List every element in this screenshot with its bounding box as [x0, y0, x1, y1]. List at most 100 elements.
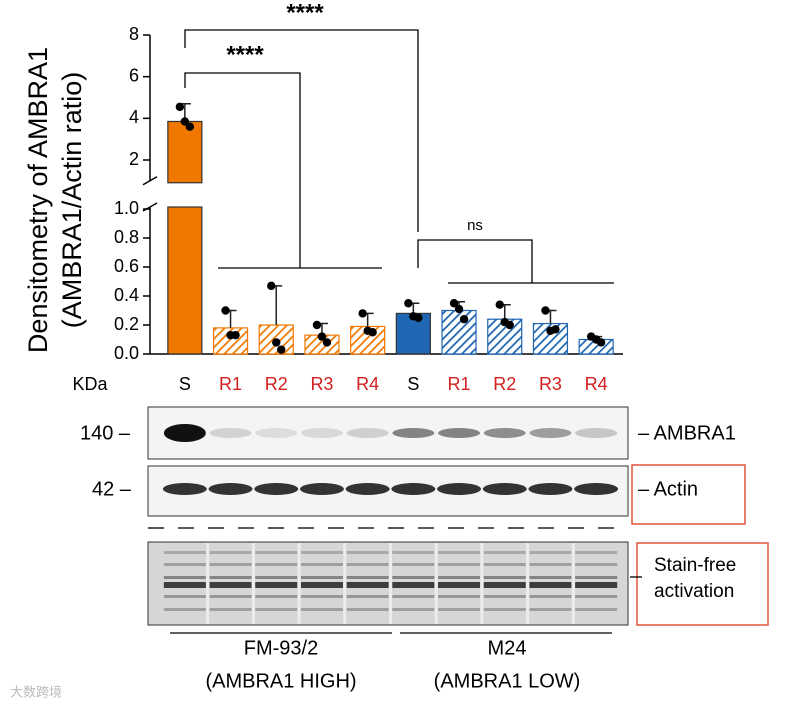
y-label: Densitometry of AMBRA1 (AMBRA1/Actin rat…: [23, 47, 87, 353]
lane-gap: [571, 543, 575, 624]
y-tick-label: 0.8: [114, 227, 139, 247]
data-point: [449, 299, 459, 308]
band: [529, 582, 572, 588]
highlight-box: [631, 464, 746, 525]
bracket: [184, 72, 301, 268]
lane-gap: [343, 543, 347, 624]
band: [575, 595, 618, 598]
band: [529, 551, 572, 554]
data-point: [368, 328, 377, 337]
data-point: [541, 306, 550, 315]
band: [255, 595, 298, 598]
x-tick-label: S: [407, 374, 419, 394]
lane-gap: [206, 543, 210, 624]
lane-gap: [480, 543, 484, 624]
lane-gap: [251, 543, 255, 624]
band: [483, 428, 526, 438]
y-tick-label: 8: [129, 24, 139, 44]
bar: [441, 309, 477, 355]
y-tick-label: 1.0: [114, 198, 139, 218]
band: [483, 582, 526, 588]
x-tick-label: R1: [219, 374, 242, 394]
band: [255, 608, 298, 611]
band: [163, 424, 206, 442]
x-tick-label: R3: [539, 374, 562, 394]
band: [438, 582, 481, 588]
watermark: 大数跨境: [10, 684, 62, 699]
data-point: [505, 320, 514, 330]
x-tick-label: R2: [493, 374, 516, 394]
data-point: [175, 102, 185, 112]
band: [575, 428, 618, 438]
group-label: FM-93/2: [244, 637, 318, 659]
band: [209, 428, 252, 438]
bar: [167, 120, 203, 184]
band: [438, 595, 481, 598]
y-label-line: (AMBRA1/Actin ratio): [57, 72, 87, 329]
band: [209, 563, 252, 566]
band: [299, 483, 344, 495]
significance: ****: [286, 0, 324, 26]
x-tick-label: R4: [585, 374, 608, 394]
band: [392, 582, 435, 588]
band: [300, 551, 343, 554]
data-point: [317, 332, 327, 341]
data-point: [221, 306, 230, 315]
y-tick-label: 0.4: [114, 285, 139, 305]
band: [209, 595, 252, 598]
band: [300, 576, 343, 579]
band: [483, 563, 526, 566]
lane-gap: [434, 543, 438, 624]
row-label: – AMBRA1: [638, 422, 736, 444]
band: [255, 563, 298, 566]
band: [300, 563, 343, 566]
band: [575, 582, 618, 588]
band: [483, 551, 526, 554]
y-tick-label: 0.0: [114, 343, 139, 363]
band: [300, 595, 343, 598]
y-tick-label: 0.6: [114, 256, 139, 276]
band: [163, 608, 206, 611]
band: [208, 483, 253, 495]
data-point: [267, 281, 276, 291]
data-point: [277, 345, 286, 354]
blot-panel: [147, 406, 629, 460]
band: [575, 563, 618, 566]
band: [346, 428, 389, 438]
band: [345, 483, 390, 495]
group-label: M24: [488, 637, 527, 659]
blots: [147, 406, 629, 626]
band: [163, 576, 206, 579]
data-point: [231, 330, 240, 340]
band: [209, 582, 252, 588]
band: [209, 608, 252, 611]
band: [255, 576, 298, 579]
band: [255, 551, 298, 554]
data-point: [312, 320, 322, 330]
marker-label: 42 –: [92, 478, 132, 500]
band: [255, 582, 298, 588]
band: [438, 551, 481, 554]
marker-label: 140 –: [80, 422, 131, 444]
group-label: (AMBRA1 LOW): [434, 670, 581, 692]
data-point: [495, 300, 504, 309]
row-label: Stain-free: [654, 555, 736, 576]
band: [300, 582, 343, 588]
bracket: [184, 29, 419, 232]
band: [346, 608, 389, 611]
band: [437, 483, 482, 495]
x-tick-label: R2: [265, 374, 288, 394]
band: [529, 576, 572, 579]
band: [391, 483, 436, 495]
data-point: [414, 313, 423, 322]
x-tick-label: R1: [448, 374, 471, 394]
band: [575, 576, 618, 579]
band: [483, 595, 526, 598]
band: [392, 428, 435, 438]
band: [392, 595, 435, 598]
band: [254, 483, 299, 495]
band: [482, 483, 527, 495]
band: [529, 595, 572, 598]
axis-break: [142, 176, 158, 186]
